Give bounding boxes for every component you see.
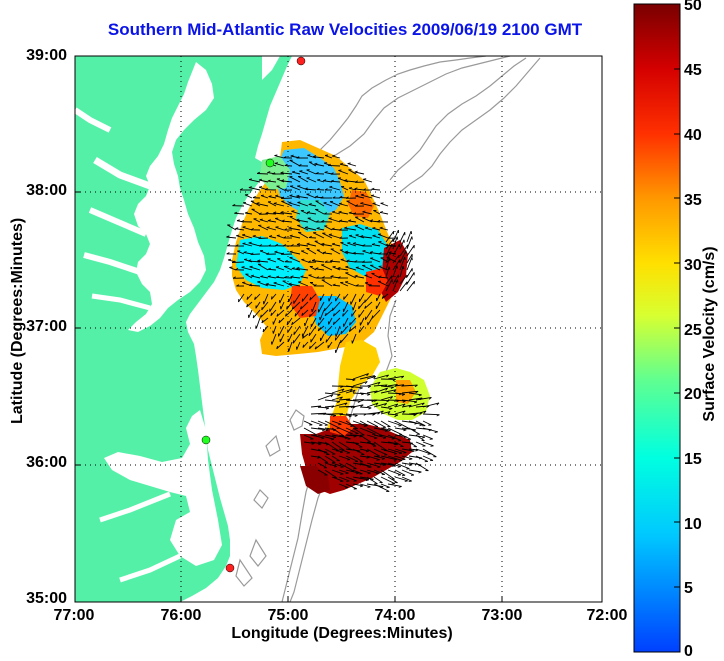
- velocity-arrow-head: [346, 473, 349, 474]
- velocity-arrow-head: [348, 439, 351, 440]
- velocity-arrow-head: [332, 308, 333, 311]
- velocity-arrow-head: [397, 266, 398, 269]
- velocity-arrow-head: [399, 461, 402, 462]
- velocity-arrow-head: [307, 155, 310, 156]
- velocity-arrow-head: [262, 307, 263, 310]
- velocity-arrow-head: [325, 155, 328, 156]
- velocity-arrow-head: [253, 315, 254, 318]
- station-marker: [297, 57, 305, 65]
- velocity-arrow-head: [260, 219, 263, 220]
- velocity-arrow-head: [298, 202, 301, 203]
- velocity-arrow-head: [398, 426, 401, 427]
- velocity-arrow-head: [243, 202, 246, 203]
- velocity-arrow-head: [268, 259, 271, 260]
- velocity-arrow-head: [363, 179, 366, 180]
- velocity-arrow-head: [365, 275, 368, 276]
- velocity-arrow-head: [428, 454, 431, 455]
- velocity-arrow-head: [365, 227, 368, 228]
- velocity-arrow-head: [317, 179, 320, 180]
- velocity-arrow-head: [243, 227, 246, 228]
- velocity-arrow-head: [356, 267, 359, 268]
- velocity-arrow-head: [405, 257, 406, 260]
- velocity-arrow-head: [377, 467, 380, 468]
- velocity-arrow-head: [340, 474, 343, 475]
- velocity-arrow-head: [377, 460, 380, 461]
- velocity-arrow-head: [403, 453, 406, 454]
- station-marker: [266, 159, 274, 167]
- velocity-arrow-head: [356, 235, 359, 236]
- velocity-arrow-head: [373, 203, 376, 204]
- velocity-arrow-head: [242, 282, 245, 283]
- velocity-arrow-head: [389, 267, 390, 270]
- velocity-arrow-head: [236, 235, 239, 236]
- velocity-arrow-head: [373, 235, 376, 236]
- velocity-arrow-head: [299, 171, 302, 172]
- velocity-arrow-head: [381, 203, 384, 204]
- velocity-arrow-head: [340, 340, 341, 343]
- velocity-arrow-head: [319, 425, 322, 426]
- velocity-arrow-head: [276, 227, 279, 228]
- velocity-arrow-head: [347, 460, 350, 461]
- velocity-arrow: [257, 174, 268, 175]
- velocity-arrow-head: [250, 266, 253, 267]
- velocity-arrow-head: [402, 459, 405, 460]
- velocity-arrow-head: [399, 255, 400, 258]
- velocity-arrow-head: [344, 297, 345, 300]
- velocity-arrow-head: [242, 234, 245, 235]
- velocity-arrow-head: [343, 313, 344, 316]
- velocity-arrow-head: [274, 282, 277, 283]
- velocity-arrow-head: [364, 426, 367, 427]
- velocity-arrow-head: [405, 481, 408, 482]
- velocity-arrow-head: [414, 281, 415, 284]
- velocity-arrow-head: [329, 218, 332, 219]
- velocity-arrow: [232, 262, 244, 263]
- velocity-arrow-head: [263, 329, 264, 332]
- velocity-arrow-head: [397, 237, 398, 240]
- velocity-arrow-head: [368, 467, 371, 468]
- velocity-arrow: [328, 165, 340, 166]
- velocity-arrow-head: [407, 282, 408, 285]
- velocity-arrow-head: [244, 259, 247, 260]
- velocity-arrow-head: [271, 296, 272, 299]
- velocity-arrow-head: [273, 331, 274, 334]
- velocity-arrow-head: [411, 231, 412, 234]
- velocity-arrow-head: [340, 452, 343, 453]
- velocity-arrow-head: [276, 267, 279, 268]
- velocity-arrow-head: [359, 306, 360, 309]
- velocity-arrow-head: [353, 307, 354, 310]
- velocity-arrow-head: [261, 195, 264, 196]
- velocity-arrow: [353, 253, 364, 254]
- station-marker: [202, 436, 210, 444]
- velocity-arrow-head: [347, 453, 350, 454]
- velocity-arrow-head: [341, 259, 344, 260]
- velocity-arrow-head: [338, 424, 341, 425]
- velocity-arrow-head: [259, 187, 262, 188]
- velocity-arrow-head: [291, 211, 294, 212]
- velocity-arrow-head: [347, 243, 350, 244]
- velocity-arrow-head: [363, 251, 366, 252]
- velocity-arrow-head: [341, 467, 344, 468]
- velocity-arrow-head: [295, 313, 296, 316]
- velocity-arrow-head: [289, 202, 292, 203]
- velocity-arrow-head: [277, 235, 280, 236]
- velocity-arrow-head: [376, 473, 379, 474]
- velocity-arrow-head: [348, 163, 351, 164]
- velocity-arrow-head: [349, 235, 352, 236]
- velocity-arrow-head: [374, 438, 377, 439]
- velocity-arrow-head: [275, 163, 278, 164]
- velocity-arrow-head: [407, 275, 408, 278]
- station-marker: [226, 564, 234, 572]
- colorbar: [634, 4, 680, 652]
- velocity-arrow-head: [354, 481, 357, 482]
- velocity-arrow: [281, 198, 292, 199]
- velocity-arrow-head: [324, 203, 327, 204]
- velocity-arrow-head: [431, 446, 434, 447]
